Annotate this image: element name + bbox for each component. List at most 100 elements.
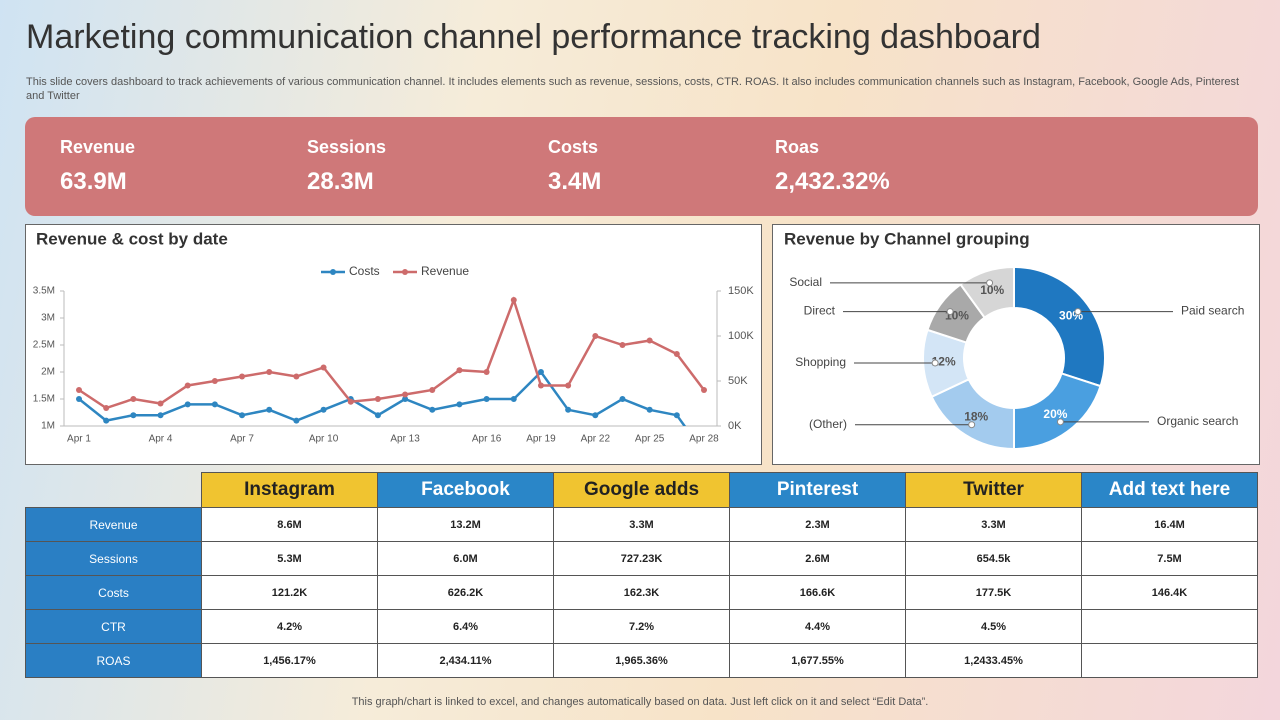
cell: 2,434.11% xyxy=(377,643,554,678)
cell: 7.5M xyxy=(1081,541,1258,576)
x-tick-label: Apr 25 xyxy=(635,434,665,445)
footer: This graph/chart is linked to excel, and… xyxy=(351,696,929,708)
row: Sessions 5.3M 6.0M 727.23K 2.6M 654.5k 7.5M xyxy=(25,541,1258,576)
point xyxy=(701,450,707,456)
point xyxy=(103,417,110,424)
cell: 121.2K xyxy=(201,575,378,610)
leader-dot xyxy=(968,421,976,429)
cell: 626.2K xyxy=(377,575,554,610)
cell: 1,677.55% xyxy=(729,643,906,678)
empty-cell xyxy=(1081,609,1258,644)
cell: 3.3M xyxy=(553,507,730,542)
line-chart: Revenue & cost by date 1M 1.5M 2M 2.5M 3M 3.5M… xyxy=(33,229,755,456)
cell: 166.6K xyxy=(729,575,906,610)
point xyxy=(565,382,572,389)
point xyxy=(76,387,82,393)
point xyxy=(211,401,218,408)
series xyxy=(76,369,707,456)
row: Revenue 8.6M 13.2M 3.3M 2.3M 3.3M 16.4M xyxy=(25,507,1258,542)
cell: 13.2M xyxy=(377,507,554,542)
y-tick-label: 2M xyxy=(41,367,55,378)
line-panel: Revenue & cost by date 1M 1.5M 2M 2.5M 3M 3.5M… xyxy=(25,224,762,465)
point xyxy=(374,412,381,419)
point xyxy=(239,373,246,380)
header-row: Instagram Facebook Google adds Pinterest Twi… xyxy=(25,472,1258,508)
empty-cell xyxy=(1081,643,1258,678)
y-tick-label: 3M xyxy=(41,313,55,324)
point xyxy=(320,364,327,371)
x-tick-label: Apr 22 xyxy=(581,434,611,445)
row: Costs 121.2K 626.2K 162.3K 166.6K 177.5K 146.4… xyxy=(25,575,1258,610)
cell: 6.0M xyxy=(377,541,554,576)
cell: 6.4% xyxy=(377,609,554,644)
point xyxy=(76,396,82,402)
kpi-label: Revenue xyxy=(60,137,136,157)
y-tick-label: 1M xyxy=(41,421,55,432)
point xyxy=(266,369,273,375)
row-header: CTR xyxy=(25,609,202,644)
cell: 654.5k xyxy=(905,541,1082,576)
point xyxy=(701,387,707,393)
point xyxy=(402,396,409,402)
x-tick-label: Apr 10 xyxy=(309,434,339,445)
cell: 2.6M xyxy=(729,541,906,576)
row-header: Revenue xyxy=(25,507,202,542)
point xyxy=(320,406,327,413)
cell: 727.23K xyxy=(553,541,730,576)
point xyxy=(510,396,517,402)
point xyxy=(293,373,300,380)
point xyxy=(537,382,544,389)
table: Instagram Facebook Google adds Pinterest Twi… xyxy=(25,472,1258,678)
point xyxy=(266,406,273,413)
legend-dot xyxy=(402,269,408,275)
category-label: Organic search xyxy=(1157,414,1238,428)
column-header: Facebook xyxy=(377,472,554,508)
kpi: Costs 3.4M xyxy=(548,137,601,196)
legend-dot xyxy=(330,269,336,275)
point xyxy=(619,396,626,402)
kpi: Roas 2,432.32% xyxy=(775,137,890,196)
category-label: (Other) xyxy=(809,417,847,431)
subtitle: This slide covers dashboard to track ach… xyxy=(26,76,1240,102)
cell: 2.3M xyxy=(729,507,906,542)
title: Marketing communication channel performa… xyxy=(26,18,1041,56)
cell: 16.4M xyxy=(1081,507,1258,542)
y2-tick-label: 150K xyxy=(728,285,754,297)
cell: 1,456.17% xyxy=(201,643,378,678)
cell: 162.3K xyxy=(553,575,730,610)
point xyxy=(456,367,463,374)
category-label: Shopping xyxy=(795,355,846,369)
point xyxy=(130,412,137,419)
cell: 3.3M xyxy=(905,507,1082,542)
x-tick-label: Apr 19 xyxy=(526,434,556,445)
kpi-value: 28.3M xyxy=(307,168,374,195)
x-tick-label: Apr 7 xyxy=(230,434,254,445)
leader-dot xyxy=(1074,308,1082,316)
pie-panel: Revenue by Channel grouping 30% Paid searc… xyxy=(772,224,1260,465)
point xyxy=(157,412,164,419)
kpi-panel: Revenue 63.9M Sessions 28.3M Costs 3.4M Roas 2,… xyxy=(25,117,1258,216)
y-tick-label: 2.5M xyxy=(33,340,55,351)
column-header: Add text here xyxy=(1081,472,1258,508)
point xyxy=(103,405,110,411)
point xyxy=(510,297,517,303)
cell: 5.3M xyxy=(201,541,378,576)
kpi-value: 3.4M xyxy=(548,168,602,195)
cell: 4.4% xyxy=(729,609,906,644)
x-tick-label: Apr 28 xyxy=(689,434,719,445)
cell: 177.5K xyxy=(905,575,1082,610)
row-header: Sessions xyxy=(25,541,202,576)
point xyxy=(157,400,164,407)
y2-tick-label: 0K xyxy=(728,420,742,432)
column-header: Twitter xyxy=(905,472,1082,508)
slice xyxy=(959,265,1015,319)
legend-label: Costs xyxy=(349,264,380,278)
kpi-value: 2,432.32% xyxy=(775,168,890,195)
y2-tick-label: 50K xyxy=(728,375,748,387)
leader-dot xyxy=(931,359,939,367)
point xyxy=(592,333,599,339)
series xyxy=(76,296,707,411)
point xyxy=(402,391,409,398)
point xyxy=(483,396,490,402)
point xyxy=(646,406,653,413)
